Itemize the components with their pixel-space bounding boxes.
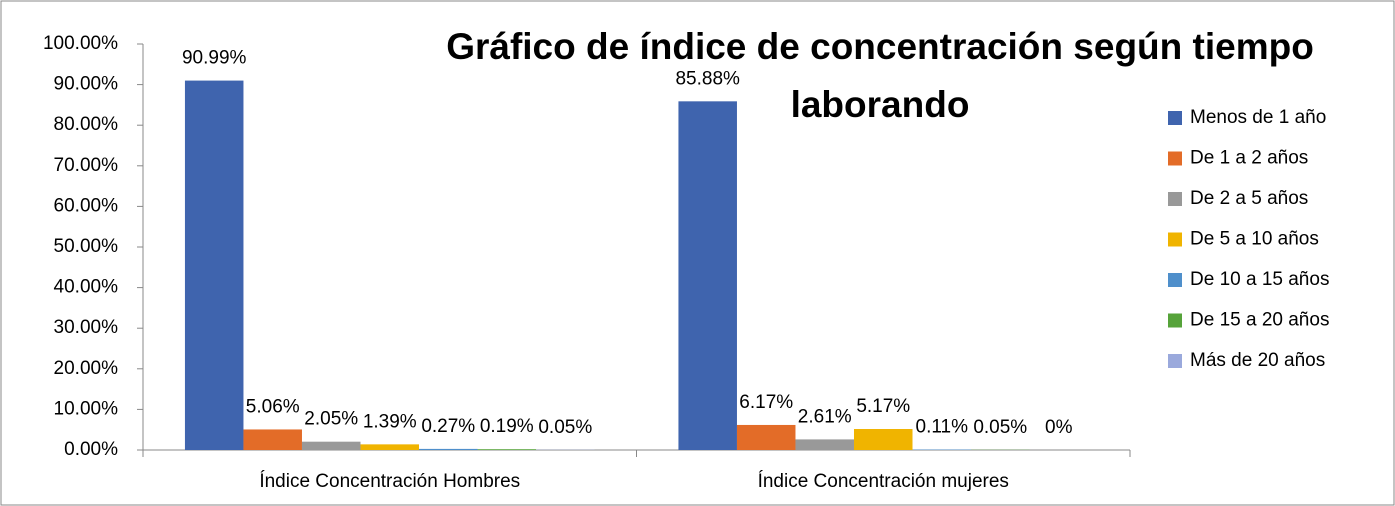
bar [419, 448, 478, 450]
bar [243, 429, 302, 450]
data-label: 0.05% [973, 417, 1027, 438]
legend-label: De 1 a 2 años [1190, 148, 1308, 169]
y-tick-label: 100.00% [43, 33, 118, 54]
legend-label: Más de 20 años [1190, 350, 1325, 371]
x-tick-label: Índice Concentración mujeres [758, 471, 1009, 492]
bar [184, 80, 244, 450]
legend-swatch [1168, 313, 1182, 328]
bar [360, 444, 420, 450]
bar [853, 429, 913, 450]
legend-swatch [1168, 111, 1182, 125]
data-label: 0.27% [421, 416, 475, 437]
bar [678, 101, 737, 450]
data-label: 2.61% [798, 406, 852, 427]
legend-label: Menos de 1 año [1190, 107, 1326, 128]
bar [736, 424, 796, 450]
data-label: 6.17% [739, 392, 793, 413]
data-label: 5.06% [246, 396, 300, 417]
bar [795, 439, 854, 450]
data-label: 0% [1045, 417, 1073, 438]
data-label: 85.88% [675, 68, 740, 89]
legend-swatch [1168, 151, 1182, 166]
y-tick-label: 90.00% [54, 74, 119, 95]
legend-label: De 15 a 20 años [1190, 310, 1329, 331]
data-label: 0.19% [480, 416, 534, 437]
legend-label: De 2 a 5 años [1190, 188, 1308, 209]
y-tick-label: 20.00% [54, 358, 119, 379]
bar [301, 441, 361, 450]
legend-label: De 10 a 15 años [1190, 269, 1329, 290]
legend-swatch [1168, 192, 1182, 206]
y-tick-label: 40.00% [54, 277, 119, 298]
y-tick-label: 50.00% [54, 236, 119, 257]
data-label: 0.11% [916, 417, 969, 438]
data-label: 2.05% [304, 409, 358, 430]
bar [477, 449, 537, 450]
x-tick-label: Índice Concentración Hombres [259, 471, 520, 492]
legend-swatch [1168, 354, 1182, 368]
chart-title: Gráfico de índice de concentración según… [446, 26, 1314, 125]
data-label: 0.05% [538, 417, 592, 438]
data-label: 5.17% [856, 396, 910, 417]
legend-swatch [1168, 232, 1182, 247]
legend-swatch [1168, 273, 1182, 287]
y-tick-label: 80.00% [54, 114, 119, 135]
legend-label: De 5 a 10 años [1190, 229, 1319, 250]
y-tick-label: 10.00% [54, 398, 119, 419]
y-tick-label: 60.00% [54, 195, 119, 216]
y-tick-label: 0.00% [64, 439, 118, 460]
y-tick-label: 70.00% [54, 155, 119, 176]
data-label: 90.99% [182, 48, 247, 69]
y-tick-label: 30.00% [54, 317, 119, 338]
data-label: 1.39% [363, 411, 417, 432]
